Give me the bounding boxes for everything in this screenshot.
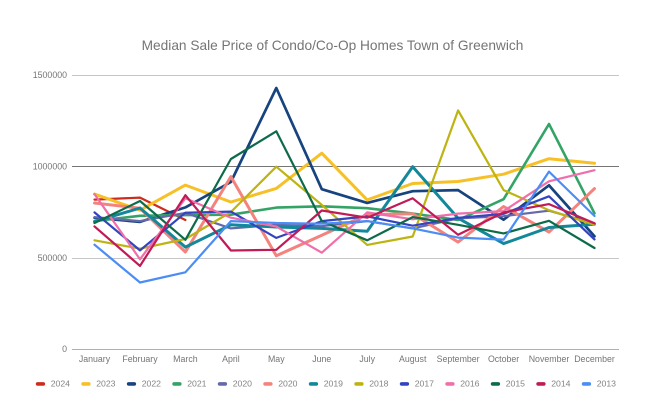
svg-text:April: April: [222, 354, 240, 364]
svg-text:2024: 2024: [51, 379, 70, 389]
svg-text:1500000: 1500000: [33, 70, 67, 80]
svg-text:2016: 2016: [460, 379, 479, 389]
svg-text:February: February: [122, 354, 158, 364]
svg-text:Median Sale Price of Condo/Co-: Median Sale Price of Condo/Co-Op Homes T…: [142, 38, 524, 53]
svg-text:2014: 2014: [551, 379, 570, 389]
svg-text:June: June: [312, 354, 331, 364]
svg-text:July: July: [359, 354, 375, 364]
svg-text:2020: 2020: [278, 379, 297, 389]
svg-text:October: October: [488, 354, 519, 364]
svg-text:May: May: [268, 354, 285, 364]
svg-text:2017: 2017: [415, 379, 434, 389]
svg-text:August: August: [399, 354, 427, 364]
svg-text:December: December: [574, 354, 615, 364]
svg-text:2021: 2021: [187, 379, 206, 389]
svg-text:2015: 2015: [506, 379, 525, 389]
svg-text:2023: 2023: [96, 379, 115, 389]
svg-text:2022: 2022: [142, 379, 161, 389]
svg-text:2019: 2019: [324, 379, 343, 389]
svg-text:March: March: [173, 354, 198, 364]
svg-text:January: January: [79, 354, 111, 364]
svg-text:November: November: [529, 354, 570, 364]
svg-text:September: September: [437, 354, 480, 364]
svg-text:500000: 500000: [38, 253, 67, 263]
svg-text:1000000: 1000000: [33, 161, 67, 171]
svg-text:2013: 2013: [597, 379, 616, 389]
svg-text:2018: 2018: [369, 379, 388, 389]
svg-text:0: 0: [62, 344, 67, 354]
svg-text:2020: 2020: [233, 379, 252, 389]
